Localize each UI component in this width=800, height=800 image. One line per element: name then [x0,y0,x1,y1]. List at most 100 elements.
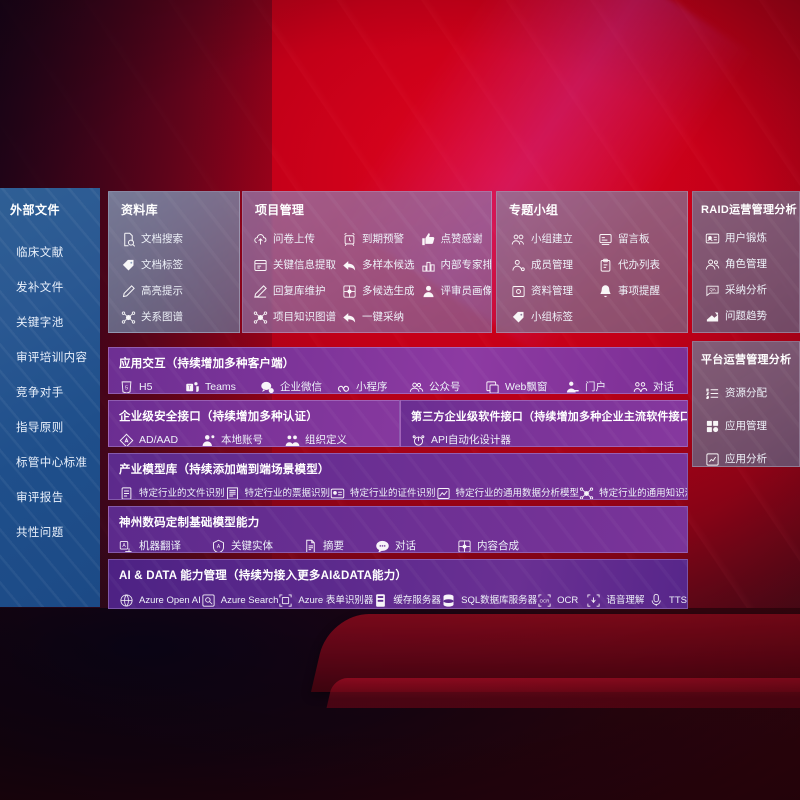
item-app-management[interactable]: 应用管理 [705,410,791,443]
item-resource-allocation[interactable]: 资源分配 [705,377,791,410]
row-thirdparty-title: 第三方企业级软件接口（持续增加多种企业主流软件接口） [411,411,688,423]
item-form-recognizer[interactable]: Azure 表单识别器 [278,590,374,608]
item-data-analysis-model[interactable]: 特定行业的通用数据分析模型 [436,483,579,499]
item-doc-tag[interactable]: 文档标签 [121,252,231,278]
item-tts[interactable]: TTS [649,590,687,608]
item-receipt-recognition[interactable]: 特定行业的票据识别 [225,483,330,499]
item-label: 评审员画像 [440,284,492,297]
arrow-back-icon [342,310,357,325]
sidebar-item-keyword-pool[interactable]: 关键字池 [16,316,64,329]
form-recognizer-icon [278,593,293,608]
item-machine-translation[interactable]: A 机器翻译 [119,536,211,552]
item-label: 回复库维护 [273,284,326,297]
item-message-board[interactable]: 留言板 [598,226,679,252]
sidebar-item-review-report[interactable]: 审评报告 [16,491,64,504]
interaction-item-list: 5 H5 T Teams 企业微信 小程序 公众号 Web飘窗 [109,371,687,394]
item-id-recognition[interactable]: 特定行业的证件识别 [330,483,436,499]
item-reviewer-profile[interactable]: 评审员画像 [421,278,492,304]
item-material-management[interactable]: 资料管理 [511,278,592,304]
sidebar-item-guidelines[interactable]: 指导原则 [16,421,64,434]
ordered-list-icon [705,386,720,401]
item-one-click-adopt[interactable]: 一键采纳 [342,304,415,330]
arrow-back-icon [342,258,357,273]
item-ocr[interactable]: OCR OCR [537,590,586,608]
sidebar-item-review-training[interactable]: 审评培训内容 [16,351,88,364]
item-label: 事项提醒 [618,284,660,297]
item-relation-graph[interactable]: 关系图谱 [121,304,231,330]
item-wechat-work[interactable]: 企业微信 [260,377,336,393]
item-dialog[interactable]: 对话 [633,377,674,393]
item-label: TTS [669,594,687,606]
item-todo-list[interactable]: 代办列表 [598,252,679,278]
item-file-recognition[interactable]: 特定行业的文件识别 [119,483,225,499]
ocr-icon: OCR [537,593,552,608]
item-member-management[interactable]: 成员管理 [511,252,592,278]
sidebar-item-common-issues[interactable]: 共性问题 [16,526,64,539]
item-portal[interactable]: 门户 [565,377,633,394]
row-ai-data-capability: AI & DATA 能力管理（持续为接入更多AI&DATA能力） Azure O… [108,559,688,609]
item-expert-ranking[interactable]: 内部专家排名 [421,252,491,278]
portal-icon [565,380,580,393]
item-project-knowledge-graph[interactable]: 项目知识图谱 [253,304,336,330]
item-label: 高亮提示 [141,284,183,297]
item-multi-candidate-generate[interactable]: 多候选生成 [342,278,415,304]
item-label: 特定行业的文件识别 [139,487,225,499]
item-web-popup[interactable]: Web飘窗 [485,377,565,393]
item-label: 点赞感谢 [440,232,483,245]
item-label: 组织定义 [305,434,347,447]
item-adoption-analysis[interactable]: QA 采纳分析 [705,277,791,303]
sidebar-item-clinical-literature[interactable]: 临床文献 [16,246,64,259]
item-azure-search[interactable]: Azure Search [201,590,278,608]
item-ad-aad[interactable]: AD/AAD [119,430,201,446]
item-expiry-alert[interactable]: 到期预警 [342,226,415,252]
item-cache-server[interactable]: 缓存服务器 [373,590,441,608]
item-questionnaire-upload[interactable]: 问卷上传 [253,226,336,252]
item-reply-library-maintain[interactable]: 回复库维护 [253,278,336,304]
item-issue-trend[interactable]: 问题趋势 [705,303,791,329]
item-role-management[interactable]: 角色管理 [705,251,791,277]
row-enterprise-security: 企业级安全接口（持续增加多种认证） AD/AAD 本地账号 组织定义 [108,400,400,447]
item-local-account[interactable]: 本地账号 [201,430,285,446]
item-user-training[interactable]: 用户锻炼 [705,225,791,251]
item-teams[interactable]: T Teams [185,377,260,393]
item-api-designer[interactable]: API自动化设计器 [411,430,511,446]
app-grid-icon [705,419,720,434]
item-label: 应用管理 [725,420,767,433]
sidebar-item-supplement-files[interactable]: 发补文件 [16,281,64,294]
api-designer-icon [411,433,426,446]
item-miniprogram[interactable]: 小程序 [336,377,409,393]
item-sql-database[interactable]: SQL数据库服务器 [441,590,537,608]
item-group-tag[interactable]: 小组标签 [511,304,592,330]
item-doc-search[interactable]: 文档搜索 [121,226,231,252]
item-speech-understanding[interactable]: 语音理解 [586,590,649,608]
knowledge-graph-icon [579,486,594,499]
search-doc-icon [201,593,216,608]
sidebar-item-standards-center[interactable]: 标管中心标准 [16,456,88,469]
item-org-define[interactable]: 组织定义 [285,430,347,447]
item-label: 门户 [585,381,606,394]
item-multi-sample-candidate[interactable]: 多样本候选 [342,252,415,278]
item-summary[interactable]: 摘要 [303,536,375,552]
svg-text:A: A [122,543,126,549]
row-industry-model-library: 产业模型库（持续添加端到端场景模型） 特定行业的文件识别 特定行业的票据识别 特… [108,453,688,500]
item-content-synthesis[interactable]: 内容合成 [457,536,519,552]
item-group-create[interactable]: 小组建立 [511,226,592,252]
item-label: Azure 表单识别器 [298,594,374,606]
item-key-entity[interactable]: A 关键实体 [211,536,303,552]
item-highlight-hint[interactable]: 高亮提示 [121,278,231,304]
item-like-thanks[interactable]: 点赞感谢 [421,226,492,252]
item-app-analysis[interactable]: 应用分析 [705,443,791,466]
item-label: 对话 [395,540,416,553]
item-event-reminder[interactable]: 事项提醒 [598,278,679,304]
item-knowledge-model[interactable]: 特定行业的通用知识测调模型 [579,483,687,499]
synthesis-icon [457,539,472,552]
item-azure-openai[interactable]: Azure Open AI [119,590,201,608]
item-official-account[interactable]: 公众号 [409,377,485,393]
item-key-info-extract[interactable]: 关键信息提取 [253,252,336,278]
graph-network-icon [121,310,136,325]
aidata-item-list: Azure Open AI Azure Search Azure 表单识别器 缓… [109,583,687,608]
item-doc-category[interactable]: 文档分类 [121,330,231,332]
sidebar-item-competitors[interactable]: 竞争对手 [16,386,64,399]
item-h5[interactable]: 5 H5 [119,377,185,393]
item-chat[interactable]: 对话 [375,536,457,553]
